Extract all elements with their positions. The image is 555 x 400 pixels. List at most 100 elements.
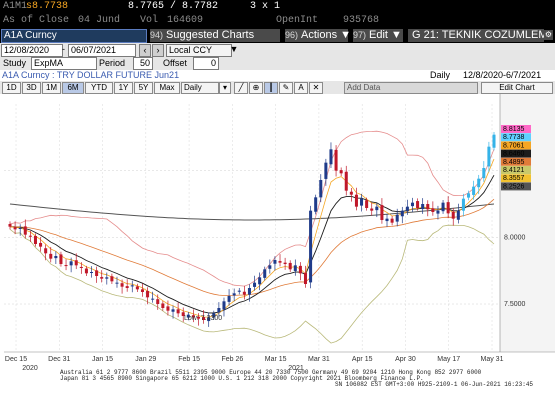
candle-body-17 [95,270,99,276]
settings-gear-icon[interactable]: ⚙ [544,30,553,40]
candle-body-55 [288,262,292,270]
candle-body-8 [49,253,53,259]
footer-line-3: SN 106082 EST GMT+3:00 H925-2109-1 06-Ju… [335,381,533,388]
page-title-tab[interactable]: G 21: TEKNIK COZUMLEM... [408,29,544,42]
candle-body-40 [212,313,216,318]
candle-body-65 [339,170,343,174]
candle-body-77 [400,210,404,217]
next-period-icon[interactable]: › [152,44,164,57]
bollinger-lower-line [9,224,495,344]
currency-dropdown-chevron-icon[interactable]: ▼ [229,44,239,54]
period-button-1y[interactable]: 1Y [114,82,133,94]
last-value-label-1: 8.7738 [503,134,525,141]
candle-body-22 [120,283,124,287]
eraser-icon[interactable]: ✕ [309,82,323,94]
security-field[interactable]: A1A Curncy [1,29,147,43]
period-button-ytd[interactable]: YTD [85,82,113,94]
open-interest-value: 935768 [343,15,380,26]
x-tick-label-10: May 17 [437,356,460,363]
period-button-6m[interactable]: 6M [62,82,84,94]
candle-body-13 [74,260,78,266]
candle-body-29 [156,299,160,304]
candle-body-11 [64,265,68,267]
period-button-3d[interactable]: 3D [22,82,41,94]
candles-icon[interactable]: ┃ [264,82,278,94]
candle-body-41 [217,308,221,313]
volume-value: 164609 [167,15,204,26]
candle-body-89 [461,198,465,211]
candle-body-19 [105,277,109,279]
period-button-1m[interactable]: 1M [42,82,61,94]
candle-body-62 [324,162,328,179]
line-chart-icon[interactable]: ╱ [234,82,248,94]
range-separator: - [62,44,65,54]
indicator-lines [9,130,495,344]
candle-body-9 [54,256,58,259]
candle-body-71 [370,208,374,211]
period-input[interactable]: 50 [133,57,153,70]
candle-body-86 [446,202,450,214]
candle-body-27 [146,290,150,298]
study-label: Study [3,58,27,68]
study-select[interactable]: ExpMA [31,57,97,70]
actions-menu-button[interactable]: 96) Actions ▼ [285,29,351,42]
zoom-icon[interactable]: ⊕ [249,82,263,94]
x-year-label-0: 2020 [22,365,38,372]
period-button-5y[interactable]: 5Y [134,82,153,94]
candle-body-68 [354,194,358,207]
volume-label: Vol [140,15,159,26]
draw-icon[interactable]: ✎ [279,82,293,94]
end-date-input[interactable]: 06/07/2021 [68,44,136,57]
suggested-charts-label: Suggested Charts [166,29,255,41]
last-value-label-2: 8.7061 [503,142,525,149]
candle-body-84 [436,210,440,214]
quote-bar: A1M1 s8.7738 8.7765 / 8.7782 3 x 1 [0,0,555,14]
candle-body-33 [176,309,180,314]
candle-body-6 [39,242,43,247]
candle-body-30 [161,303,165,308]
frequency-select[interactable]: Daily [181,82,219,94]
bid-ask-size: 3 x 1 [250,1,281,12]
x-tick-label-6: Mar 15 [265,356,287,363]
candle-body-59 [309,210,313,283]
add-data-input[interactable]: Add Data [344,82,478,94]
ema-short-line [9,158,495,318]
candle-body-26 [140,289,144,292]
suggested-charts-button[interactable]: 94) Suggested Charts [150,29,280,42]
x-tick-label-5: Feb 26 [221,356,243,363]
ticker-label: A1M1 [3,1,28,12]
last-value-badge-7 [501,182,531,191]
ema-long-line [9,198,495,296]
candle-body-37 [196,316,201,319]
last-value-label-7: 8.2526 [503,183,525,190]
candle-body-47 [247,288,251,295]
x-tick-label-9: Apr 30 [395,356,416,363]
candle-body-78 [405,206,409,212]
chart-date-range: 12/8/2020-6/7/2021 [463,70,542,80]
candle-body-48 [253,282,257,287]
offset-input[interactable]: 0 [193,57,219,70]
candle-body-32 [171,309,175,312]
edit-chart-button[interactable]: Edit Chart [481,82,553,94]
annotation-icon[interactable]: A [294,82,308,94]
last-value-badge-4 [501,157,531,166]
previous-period-icon[interactable]: ‹ [139,44,151,57]
last-value-badge-3 [501,149,531,158]
currency-select[interactable]: Local CCY [166,44,232,57]
start-date-input[interactable]: 12/08/2020 [1,44,63,57]
last-value-label-3: 8.6460 [503,151,525,158]
last-value-label-6: 8.3557 [503,175,525,182]
candle-body-56 [293,265,297,271]
last-value-label-4: 8.4895 [503,159,525,166]
period-button-max[interactable]: Max [154,82,180,94]
period-buttons-bar: 1D 3D 1M 6M YTD 1Y 5Y Max Daily ▾ ╱ ⊕ ┃ … [0,81,555,94]
frequency-dropdown-icon[interactable]: ▾ [219,82,231,94]
candle-body-53 [278,261,282,263]
edit-menu-button[interactable]: 97) Edit ▼ [353,29,403,42]
candle-body-23 [125,286,129,288]
candle-body-35 [186,314,190,318]
candle-body-90 [467,193,471,198]
period-button-1d[interactable]: 1D [2,82,21,94]
candle-body-46 [242,291,246,295]
